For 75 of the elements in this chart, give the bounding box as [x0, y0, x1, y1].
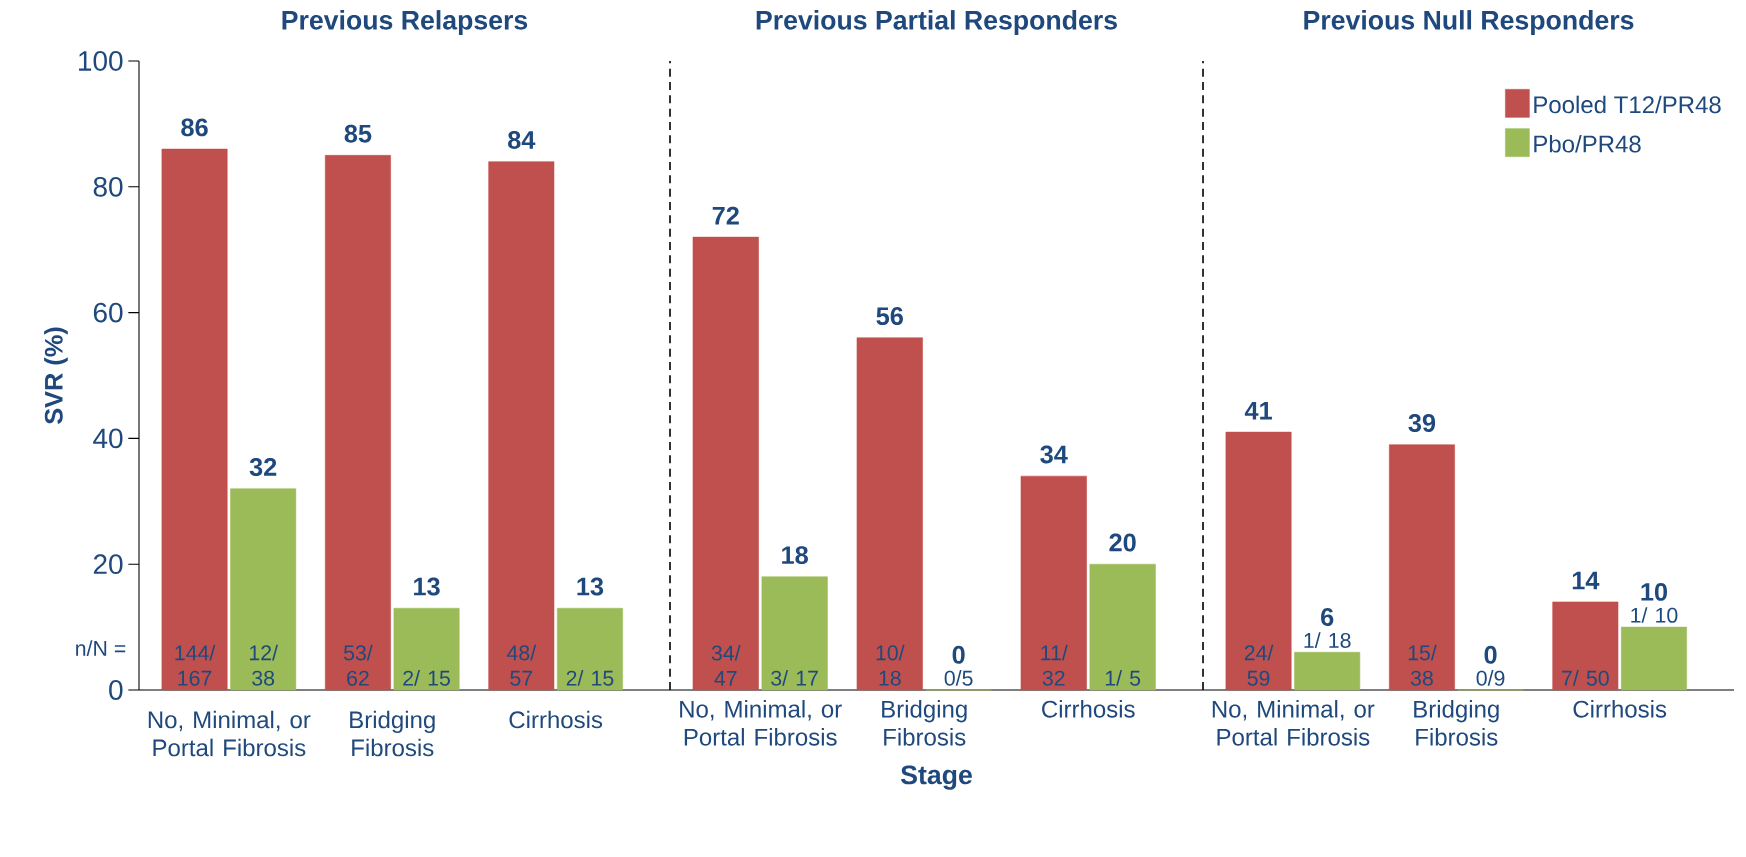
y-tick-label: 0 [109, 680, 123, 700]
y-tick-label: 20 [93, 554, 123, 575]
annotation: 0/5 [944, 670, 973, 686]
text: n/N = [76, 640, 126, 656]
x-tick-label: Bridging Fibrosis [350, 710, 435, 757]
bar [557, 607, 623, 691]
annotation: 144/ 167 [175, 644, 216, 686]
bar [1552, 601, 1619, 691]
annotation: 0/9 [1476, 670, 1505, 686]
annotation: 15/ 38 [1408, 644, 1437, 686]
chart-title: Previous Relapsers [282, 10, 528, 35]
data-label: 32 [249, 458, 277, 477]
annotation: 2/ 15 [566, 670, 614, 686]
data-label: 85 [344, 124, 372, 143]
annotation: 1/ 5 [1105, 670, 1141, 686]
bar [1089, 563, 1156, 691]
bar [488, 161, 555, 691]
data-label: 6 [1321, 608, 1334, 627]
x-tick-label: Bridging Fibrosis [882, 700, 967, 746]
data-label: 84 [508, 130, 536, 149]
data-label: 0 [1484, 645, 1497, 664]
bar [1389, 444, 1455, 691]
annotation: 2/ 15 [403, 670, 450, 686]
x-tick-label: No, Minimal, or Portal Fibrosis [1212, 700, 1375, 746]
data-label: 14 [1572, 571, 1600, 590]
chart-title: Previous Null Responders [1304, 10, 1634, 35]
annotation: 12/ 38 [249, 644, 278, 686]
bar [324, 155, 391, 691]
x-tick-label: Cirrhosis [1573, 700, 1667, 718]
annotation: 1/ 18 [1304, 632, 1351, 648]
data-label: 0 [952, 645, 965, 664]
legend-label: Pooled T12/PR48 [1534, 95, 1721, 114]
bar [1294, 651, 1361, 691]
x-tick-label: Cirrhosis [509, 710, 603, 729]
data-label: 20 [1109, 533, 1136, 552]
annotation: 48/ 57 [506, 644, 537, 686]
x-tick-label: Bridging Fibrosis [1414, 700, 1499, 746]
data-label: 13 [577, 577, 604, 596]
y-tick-label: 60 [93, 302, 123, 323]
bar [761, 576, 828, 691]
data-label: 86 [181, 118, 208, 137]
data-label: 39 [1408, 414, 1436, 432]
annotation: 34/ 47 [711, 644, 741, 686]
data-label: 72 [712, 206, 739, 225]
data-label: 18 [782, 546, 808, 565]
y-tick-label: 100 [79, 51, 123, 71]
x-tick-label: No, Minimal, or Portal Fibrosis [680, 700, 842, 746]
annotation: 10/ 18 [876, 644, 905, 686]
data-label: 13 [414, 577, 440, 596]
bar [1225, 431, 1292, 691]
data-label: 56 [876, 307, 903, 326]
annotation: 3/ 17 [771, 670, 818, 686]
bar [393, 607, 460, 691]
x-tick-label: No, Minimal, or Portal Fibrosis [148, 710, 311, 757]
x-axis-title: Stage [900, 765, 972, 790]
legend-label: Pbo/PR48 [1534, 134, 1641, 153]
data-label: 41 [1244, 401, 1272, 420]
bar [161, 148, 228, 691]
annotation: 11/ 32 [1041, 644, 1068, 686]
bar [230, 488, 297, 691]
data-label: 10 [1641, 582, 1668, 601]
y-tick-label: 80 [93, 176, 123, 197]
annotation: 24/ 59 [1244, 644, 1274, 686]
annotation: 7/ 50 [1562, 670, 1609, 686]
chart-title: Previous Partial Responders [756, 10, 1117, 35]
y-axis-title: SVR (%) [44, 327, 68, 425]
bar [692, 236, 759, 691]
y-tick-label: 40 [93, 428, 123, 449]
annotation: 1/ 10 [1631, 607, 1678, 623]
bar [1020, 475, 1087, 691]
bar [1621, 626, 1687, 691]
annotation: 53/ 62 [343, 644, 373, 686]
x-tick-label: Cirrhosis [1042, 700, 1135, 718]
bar [856, 337, 923, 691]
data-label: 34 [1040, 445, 1068, 464]
